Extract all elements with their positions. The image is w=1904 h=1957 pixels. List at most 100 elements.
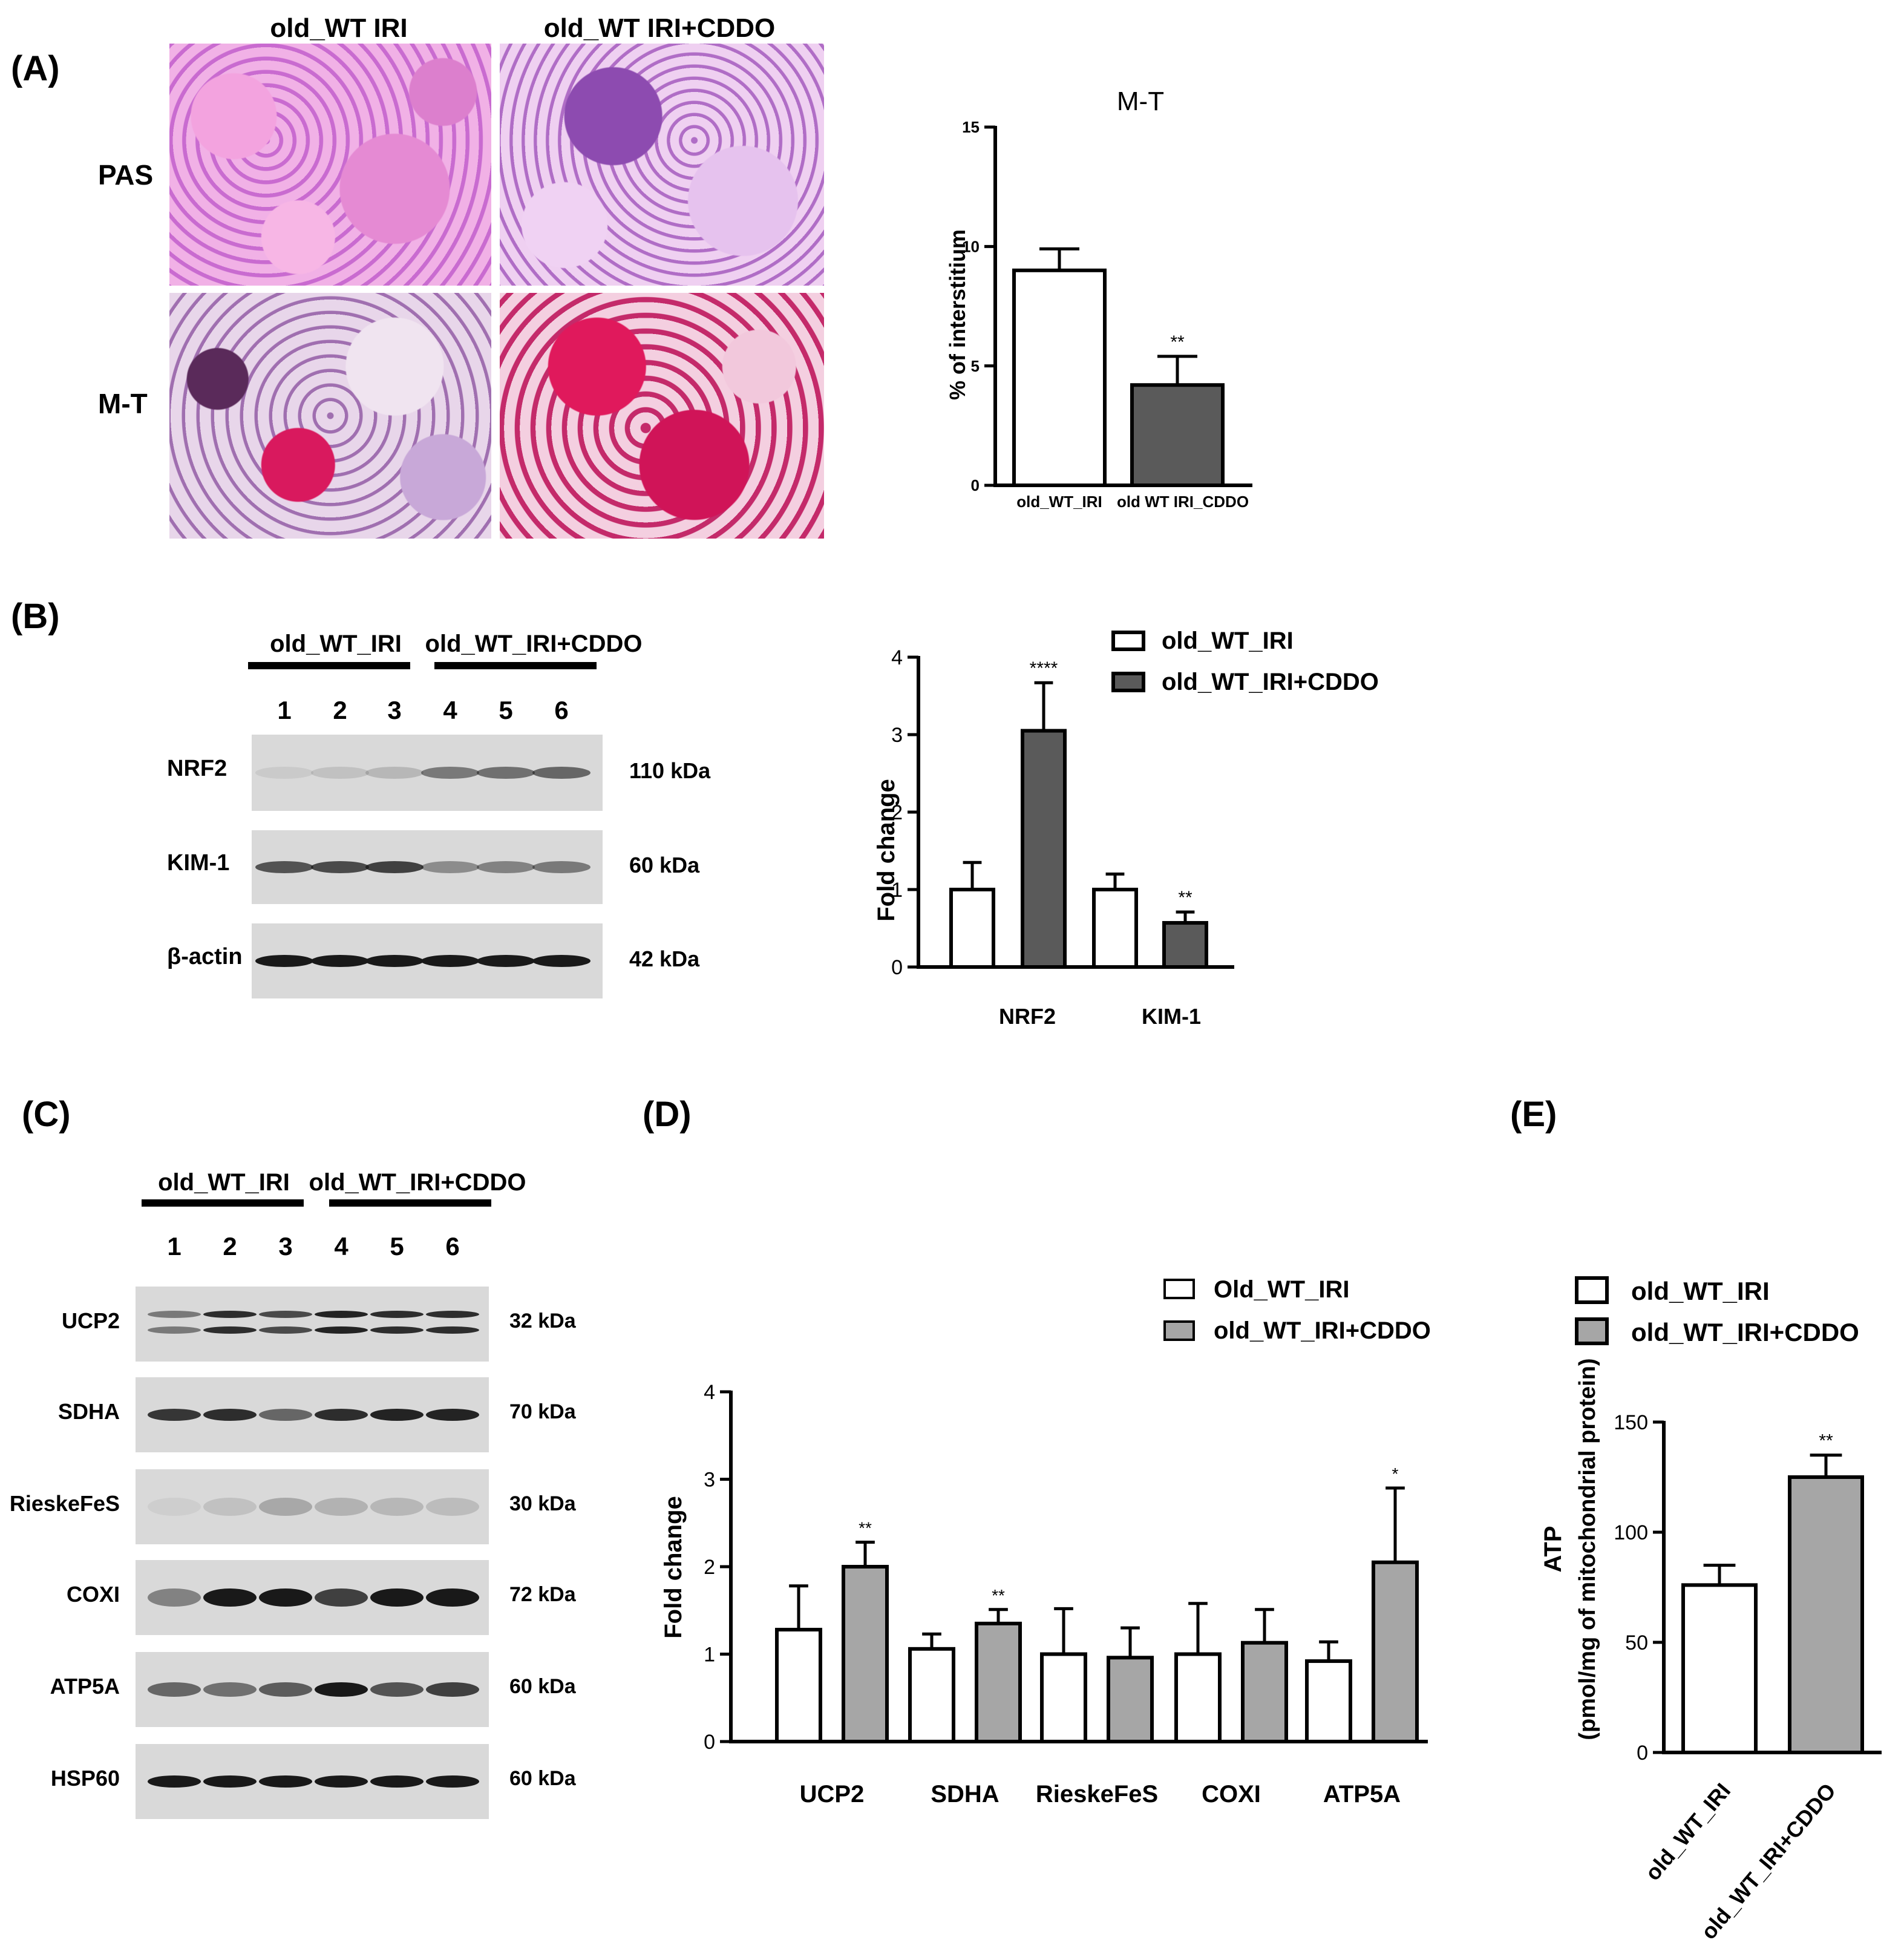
lane-number: 4	[443, 696, 457, 724]
blot-band	[370, 1498, 424, 1516]
blot-band	[532, 955, 591, 967]
blot-kda-label: 30 kDa	[509, 1492, 576, 1515]
blot-band	[370, 1326, 424, 1334]
panel-label-e: (E)	[1510, 1095, 1557, 1134]
bar	[1107, 1656, 1154, 1744]
x-category-label: NRF2	[999, 1004, 1056, 1029]
blot-band	[255, 861, 313, 873]
blot-band	[365, 861, 424, 873]
blot-band	[426, 1326, 479, 1334]
blot-band	[370, 1311, 424, 1318]
legend-swatch-treated	[1163, 1320, 1195, 1341]
blot-protein-label: RieskeFeS	[9, 1491, 120, 1516]
panel-label-c: (C)	[22, 1095, 71, 1134]
significance-label: **	[992, 1586, 1005, 1605]
blot-band	[259, 1311, 312, 1318]
blot-band	[426, 1409, 479, 1421]
col-header-cddo: old_WT IRI+CDDO	[543, 13, 776, 43]
lane-number: 4	[334, 1232, 348, 1260]
blot-band	[532, 767, 591, 779]
blot-protein-label: ATP5A	[50, 1674, 120, 1699]
blot-band	[148, 1588, 201, 1607]
legend-swatch-treated	[1111, 672, 1145, 692]
significance-label: **	[1819, 1431, 1833, 1451]
blot-kda-label: 110 kDa	[629, 758, 711, 783]
blot-band	[203, 1682, 257, 1697]
chart-mt-interstitium: M-T % of interstitium 0 5 10 15 ** old_WT_IRI…	[945, 87, 1252, 511]
blot-band	[259, 1409, 312, 1421]
blot-band	[148, 1682, 201, 1697]
lane-number: 6	[554, 696, 569, 724]
blot-strip	[252, 923, 603, 998]
panel-label-d: (D)	[643, 1095, 692, 1134]
y-tick-label: 10	[962, 237, 980, 255]
blot-protein-label: NRF2	[167, 756, 227, 781]
bar	[1241, 1641, 1288, 1744]
y-tick-label: 2	[891, 801, 903, 824]
blot-strip	[252, 735, 603, 811]
blot-band	[315, 1588, 368, 1607]
blot-protein-label: SDHA	[57, 1399, 120, 1424]
blot-band	[315, 1409, 368, 1421]
bar	[1012, 268, 1107, 487]
blot-band	[365, 767, 424, 779]
b-group-label-cddo: old_WT_IRI+CDDO	[425, 631, 643, 657]
chart-b-ylabel: Fold change	[873, 779, 900, 922]
blot-band	[421, 955, 479, 967]
blot-band	[203, 1409, 257, 1421]
blot-band	[148, 1311, 201, 1318]
blot-band	[148, 1326, 201, 1334]
blot-band	[203, 1326, 257, 1334]
blot-band	[311, 861, 369, 873]
chart-e-ylabel2: (pmol/mg of mitochondrial protein)	[1575, 1358, 1600, 1740]
blot-band	[259, 1775, 312, 1788]
legend-label-treated: old_WT_IRI+CDDO	[1214, 1317, 1431, 1344]
chart-d-ylabel: Fold change	[660, 1496, 687, 1639]
bar	[1040, 1652, 1087, 1743]
y-tick-label: 0	[971, 476, 980, 494]
blot-band	[259, 1682, 312, 1697]
y-tick-label: 2	[704, 1556, 715, 1579]
blot-protein-label: KIM-1	[167, 850, 230, 876]
legend-label-control: Old_WT_IRI	[1214, 1276, 1349, 1303]
bar	[1174, 1652, 1222, 1743]
lane-number: 5	[390, 1232, 404, 1260]
blot-protein-label: HSP60	[50, 1766, 120, 1791]
c-group-bar-wt	[142, 1199, 304, 1207]
y-tick-label: 3	[704, 1468, 715, 1491]
y-tick-label: 15	[962, 118, 980, 136]
blot-band	[311, 955, 369, 967]
y-tick-label: 5	[971, 357, 980, 375]
bar	[1021, 729, 1067, 969]
y-tick-label: 0	[891, 956, 903, 979]
bar	[1162, 921, 1208, 969]
blot-protein-label: β-actin	[167, 944, 243, 969]
y-tick-label: 4	[891, 646, 903, 669]
bar	[1305, 1659, 1352, 1743]
legend-label-control: old_WT_IRI	[1162, 628, 1294, 654]
y-tick-label: 50	[1625, 1631, 1648, 1654]
bar	[1788, 1475, 1864, 1754]
legend-label-treated: old_WT_IRI+CDDO	[1162, 669, 1379, 695]
chart-a-plot: 0 5 10 15 ** old_WT_IRI old WT IRI_CDDO	[962, 118, 1252, 511]
blot-band	[426, 1498, 479, 1516]
significance-label: **	[859, 1519, 872, 1538]
b-group-bar-wt	[248, 662, 410, 669]
pas-image-wt	[169, 44, 491, 286]
b-group-bar-cddo	[434, 662, 597, 669]
legend-label-treated: old_WT_IRI+CDDO	[1631, 1318, 1859, 1346]
blot-band	[148, 1775, 201, 1788]
blot-band	[259, 1498, 312, 1516]
significance-label: ****	[1030, 658, 1058, 678]
blot-kda-label: 32 kDa	[509, 1310, 576, 1333]
significance-label: **	[1178, 888, 1192, 908]
blot-band	[255, 955, 313, 967]
blot-band	[426, 1682, 479, 1697]
blot-band	[259, 1326, 312, 1334]
blot-band	[315, 1326, 368, 1334]
blot-band	[421, 861, 479, 873]
lane-number: 2	[333, 696, 347, 724]
legend-swatch-control	[1111, 631, 1145, 651]
